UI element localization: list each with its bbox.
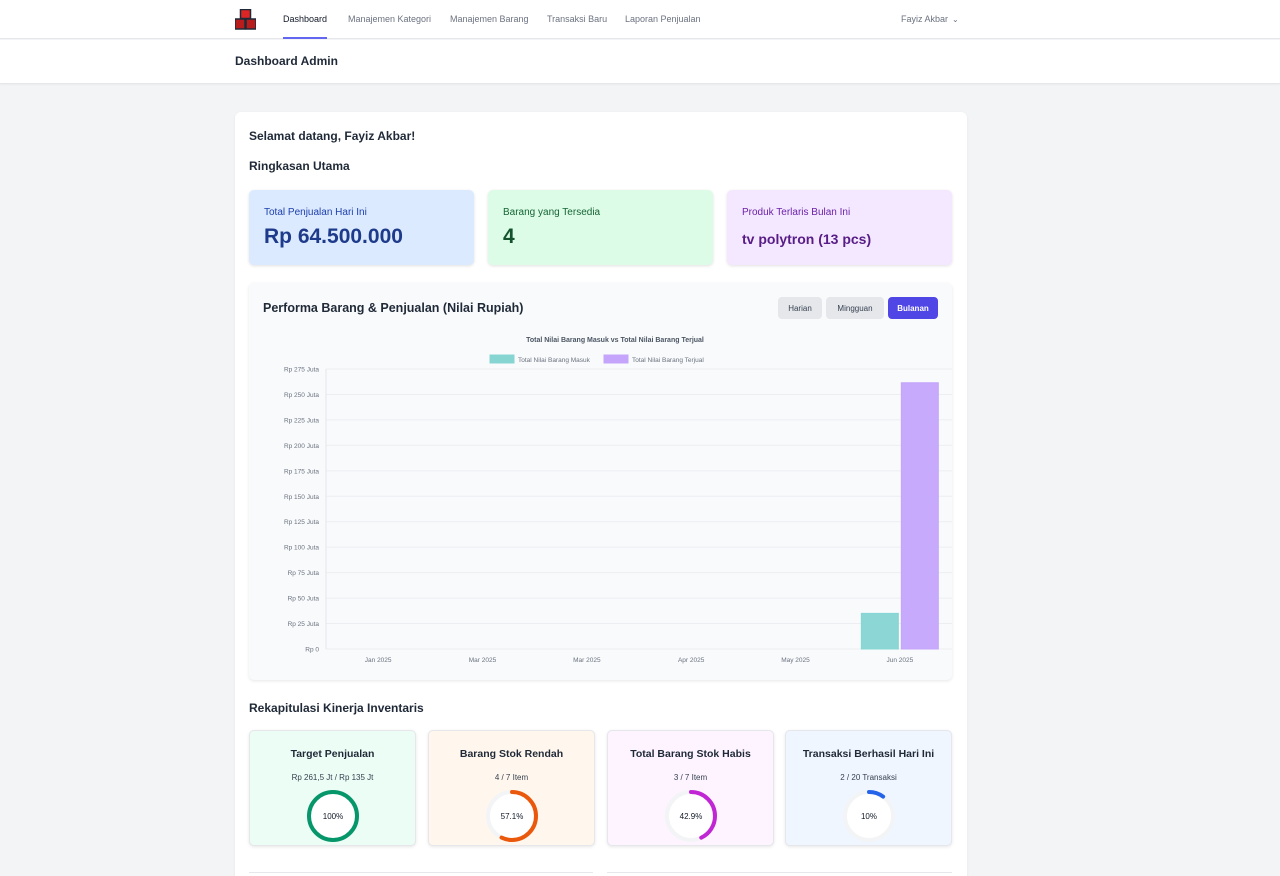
nav-laporan-penjualan[interactable]: Laporan Penjualan xyxy=(625,14,701,24)
y-tick-label: Rp 0 xyxy=(305,647,319,654)
user-menu[interactable]: Fayiz Akbar ⌄ xyxy=(901,0,959,39)
progress-ring: 100% xyxy=(307,790,359,842)
rekap-sub: 3 / 7 Item xyxy=(673,773,708,782)
progress-ring-fill xyxy=(486,790,538,842)
y-tick-label: Rp 175 Juta xyxy=(284,468,319,475)
y-tick-label: Rp 225 Juta xyxy=(284,417,319,424)
progress-ring-fill xyxy=(307,790,359,842)
rekap-card-target-penjualan: Target Penjualan Rp 261,5 Jt / Rp 135 Jt… xyxy=(249,730,416,846)
nav-transaksi-baru[interactable]: Transaksi Baru xyxy=(547,14,608,24)
chevron-down-icon: ⌄ xyxy=(952,15,959,24)
y-tick-label: Rp 275 Juta xyxy=(284,367,319,374)
nav-manajemen-barang[interactable]: Manajemen Barang xyxy=(450,14,529,24)
rekap-card-transaksi-berhasil: Transaksi Berhasil Hari Ini 2 / 20 Trans… xyxy=(785,730,952,846)
nav-manajemen-kategori[interactable]: Manajemen Kategori xyxy=(348,14,432,24)
period-button-mingguan[interactable]: Mingguan xyxy=(826,297,884,319)
boxes-logo-icon[interactable] xyxy=(235,9,256,30)
nav-dashboard[interactable]: Dashboard xyxy=(283,0,328,39)
y-tick-label: Rp 25 Juta xyxy=(288,621,320,628)
y-tick-label: Rp 150 Juta xyxy=(284,494,319,501)
rekap-title: Barang Stok Rendah xyxy=(459,748,564,760)
y-tick-label: Rp 200 Juta xyxy=(284,443,319,450)
y-tick-label: Rp 250 Juta xyxy=(284,392,319,399)
rekap-card-stok-rendah: Barang Stok Rendah 4 / 7 Item 57.1% xyxy=(428,730,595,846)
legend-label: Total Nilai Barang Terjual xyxy=(632,357,704,364)
bar xyxy=(900,382,939,650)
x-tick-label: Mar 2025 xyxy=(573,657,601,664)
progress-ring: 42.9% xyxy=(665,790,717,842)
stat-label: Barang yang Tersedia xyxy=(503,207,601,218)
legend-swatch xyxy=(489,354,515,364)
chart-panel-title: Performa Barang & Penjualan (Nilai Rupia… xyxy=(263,301,524,315)
progress-ring: 57.1% xyxy=(486,790,538,842)
rekap-card-stok-habis: Total Barang Stok Habis 3 / 7 Item 42.9% xyxy=(607,730,774,846)
y-tick-label: Rp 125 Juta xyxy=(284,519,319,526)
divider xyxy=(607,872,952,873)
summary-section-title: Ringkasan Utama xyxy=(249,159,350,173)
x-tick-label: Jan 2025 xyxy=(365,657,392,664)
progress-ring-fill xyxy=(843,790,895,842)
stat-label: Total Penjualan Hari Ini xyxy=(264,207,367,218)
progress-percent: 100% xyxy=(323,812,343,821)
progress-percent: 57.1% xyxy=(501,812,524,821)
rekap-title: Total Barang Stok Habis xyxy=(630,748,751,760)
y-tick-label: Rp 50 Juta xyxy=(288,596,320,603)
stat-value: 4 xyxy=(503,225,515,248)
bar-chart: Total Nilai Barang Masuk vs Total Nilai … xyxy=(284,337,952,664)
welcome-message: Selamat datang, Fayiz Akbar! xyxy=(249,129,416,143)
progress-percent: 42.9% xyxy=(680,812,703,821)
legend-swatch xyxy=(603,354,629,364)
user-name: Fayiz Akbar xyxy=(901,14,949,24)
rekap-sub: 4 / 7 Item xyxy=(494,773,529,782)
x-tick-label: Mar 2025 xyxy=(469,657,497,664)
period-button-bulanan[interactable]: Bulanan xyxy=(888,297,938,319)
stat-card-produk-terlaris: Produk Terlaris Bulan Ini tv polytron (1… xyxy=(727,190,952,265)
stat-value: tv polytron (13 pcs) xyxy=(742,231,872,247)
progress-percent: 10% xyxy=(861,812,877,821)
dashboard-card: Selamat datang, Fayiz Akbar! Ringkasan U… xyxy=(235,112,967,876)
divider xyxy=(249,872,593,873)
progress-ring: 10% xyxy=(843,790,895,842)
stat-card-barang-tersedia: Barang yang Tersedia 4 xyxy=(488,190,713,265)
stat-card-total-penjualan: Total Penjualan Hari Ini Rp 64.500.000 xyxy=(249,190,474,265)
x-tick-label: Apr 2025 xyxy=(678,657,705,664)
x-tick-label: May 2025 xyxy=(781,657,810,664)
top-navbar: Dashboard Manajemen Kategori Manajemen B… xyxy=(0,0,1280,39)
page-header: Dashboard Admin xyxy=(0,40,1280,84)
period-button-harian[interactable]: Harian xyxy=(778,297,822,319)
x-tick-label: Jun 2025 xyxy=(886,657,913,664)
legend-label: Total Nilai Barang Masuk xyxy=(518,357,591,364)
y-tick-label: Rp 100 Juta xyxy=(284,545,319,552)
rekap-title: Target Penjualan xyxy=(290,748,375,760)
y-tick-label: Rp 75 Juta xyxy=(288,570,320,577)
rekap-sub: Rp 261,5 Jt / Rp 135 Jt xyxy=(291,773,374,782)
rekap-section-title: Rekapitulasi Kinerja Inventaris xyxy=(249,701,424,715)
chart-title: Total Nilai Barang Masuk vs Total Nilai … xyxy=(526,337,704,344)
bar xyxy=(860,612,899,650)
progress-ring-fill xyxy=(665,790,717,842)
page-title: Dashboard Admin xyxy=(235,54,338,68)
stat-value: Rp 64.500.000 xyxy=(264,225,403,248)
rekap-title: Transaksi Berhasil Hari Ini xyxy=(802,748,935,760)
stat-label: Produk Terlaris Bulan Ini xyxy=(742,207,851,218)
chart-panel: Total Nilai Barang Masuk vs Total Nilai … xyxy=(249,283,952,680)
rekap-sub: 2 / 20 Transaksi xyxy=(840,773,897,782)
